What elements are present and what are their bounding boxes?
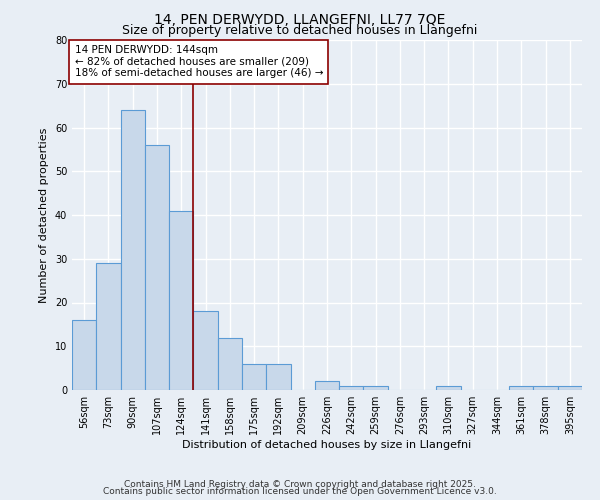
Text: 14 PEN DERWYDD: 144sqm
← 82% of detached houses are smaller (209)
18% of semi-de: 14 PEN DERWYDD: 144sqm ← 82% of detached… (74, 46, 323, 78)
Bar (339, 386, 364, 390)
Bar (145, 145, 169, 390)
Bar (96, 263, 121, 390)
Bar (436, 386, 461, 390)
Text: 14, PEN DERWYDD, LLANGEFNI, LL77 7QE: 14, PEN DERWYDD, LLANGEFNI, LL77 7QE (154, 12, 446, 26)
Text: Contains HM Land Registry data © Crown copyright and database right 2025.: Contains HM Land Registry data © Crown c… (124, 480, 476, 489)
Bar (266, 364, 290, 390)
Bar (218, 338, 242, 390)
Bar (72, 320, 96, 390)
Bar (533, 386, 558, 390)
Bar (193, 311, 218, 390)
X-axis label: Distribution of detached houses by size in Llangefni: Distribution of detached houses by size … (182, 440, 472, 450)
Bar (364, 386, 388, 390)
Y-axis label: Number of detached properties: Number of detached properties (39, 128, 49, 302)
Bar (509, 386, 533, 390)
Text: Size of property relative to detached houses in Llangefni: Size of property relative to detached ho… (122, 24, 478, 37)
Bar (315, 381, 339, 390)
Bar (242, 364, 266, 390)
Bar (169, 210, 193, 390)
Bar (558, 386, 582, 390)
Bar (121, 110, 145, 390)
Text: Contains public sector information licensed under the Open Government Licence v3: Contains public sector information licen… (103, 488, 497, 496)
